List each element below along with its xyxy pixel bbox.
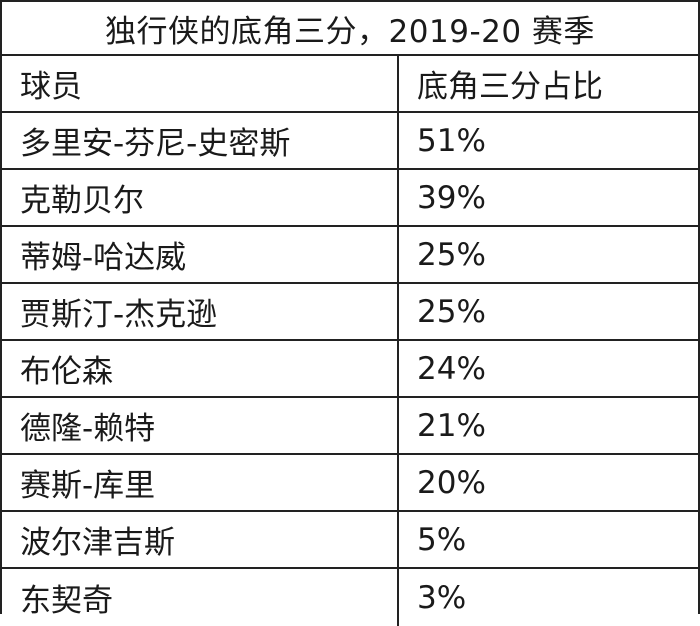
player-name: 波尔津吉斯: [2, 512, 399, 567]
player-name: 赛斯-库里: [2, 455, 399, 510]
table-title: 独行侠的底角三分，2019-20 赛季: [2, 2, 698, 56]
corner-three-share: 25%: [417, 293, 486, 330]
corner-three-share: 51%: [417, 122, 486, 159]
corner-three-share: 20%: [417, 464, 486, 501]
corner-three-share: 24%: [417, 350, 486, 387]
table-row: 蒂姆-哈达威 25%: [2, 227, 698, 284]
table-row: 德隆-赖特 21%: [2, 398, 698, 455]
table-row: 东契奇 3%: [2, 569, 698, 626]
player-name: 贾斯汀-杰克逊: [2, 284, 399, 339]
header-corner-three-share: 底角三分占比: [417, 69, 603, 105]
table-header-row: 球员 底角三分占比: [2, 56, 698, 113]
table-row: 多里安-芬尼-史密斯 51%: [2, 113, 698, 170]
corner-three-share: 5%: [417, 521, 467, 558]
player-name: 布伦森: [2, 341, 399, 396]
player-name: 蒂姆-哈达威: [2, 227, 399, 282]
corner-three-share: 21%: [417, 407, 486, 444]
player-name: 克勒贝尔: [2, 170, 399, 225]
corner-three-share: 25%: [417, 236, 486, 273]
corner-three-share: 3%: [417, 579, 467, 616]
table-row: 克勒贝尔 39%: [2, 170, 698, 227]
corner-three-share: 39%: [417, 179, 486, 216]
table-row: 贾斯汀-杰克逊 25%: [2, 284, 698, 341]
table-row: 波尔津吉斯 5%: [2, 512, 698, 569]
table-row: 布伦森 24%: [2, 341, 698, 398]
player-name: 德隆-赖特: [2, 398, 399, 453]
player-name: 多里安-芬尼-史密斯: [2, 113, 399, 168]
player-name: 东契奇: [2, 569, 399, 626]
table-row: 赛斯-库里 20%: [2, 455, 698, 512]
header-player: 球员: [2, 56, 399, 111]
